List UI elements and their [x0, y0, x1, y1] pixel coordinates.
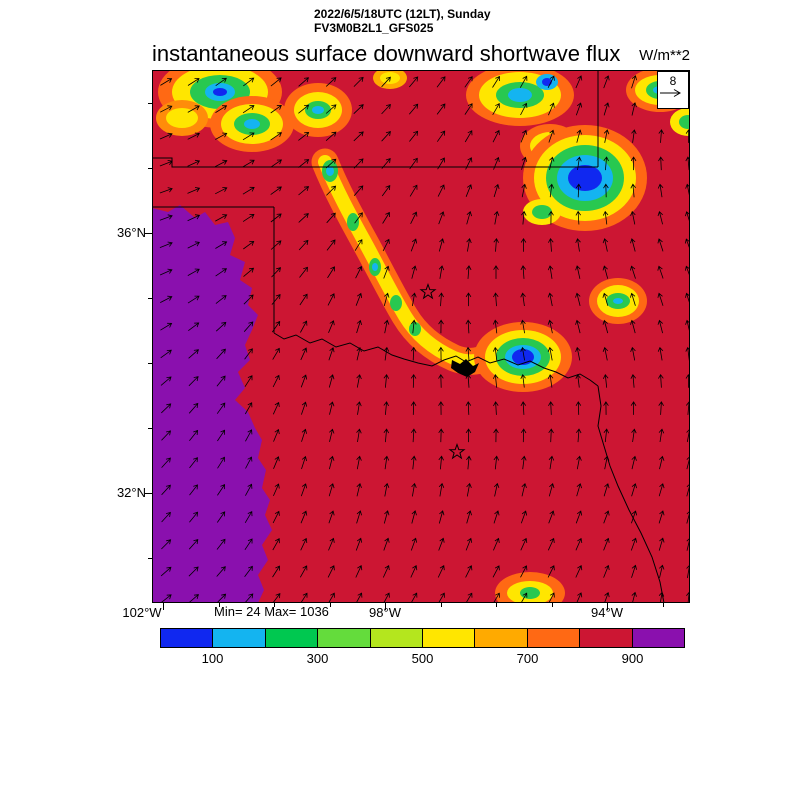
lake-marker [451, 359, 479, 377]
min-max-stats-label: Min= 24 Max= 1036 [214, 604, 329, 619]
longitude-tick-label: 98°W [369, 605, 401, 620]
cloud-flux-blob [613, 298, 623, 304]
colorbar-labels: 100 300 500 700 900 [160, 651, 685, 667]
colorbar-tick-label: 900 [621, 651, 644, 666]
state-border [152, 157, 598, 168]
axis-tick [148, 103, 152, 104]
cloud-flux-blob [568, 165, 602, 191]
colorbar [160, 628, 685, 648]
colorbar-tick-label: 700 [516, 651, 539, 666]
cloud-flux-blob [166, 108, 198, 128]
cloud-flux-blob [508, 88, 532, 102]
map-plot: 8 [152, 70, 690, 603]
colorbar-cell [213, 629, 266, 647]
colorbar-cell [527, 629, 581, 647]
axis-tick [148, 363, 152, 364]
latitude-tick-label: 32°N [116, 485, 146, 500]
cloud-flux-blob [390, 295, 402, 311]
longitude-tick-label: 94°W [591, 605, 623, 620]
axis-tick [218, 603, 220, 607]
state-border [597, 385, 665, 603]
model-name-label: FV3M0B2L1_GFS025 [314, 21, 434, 35]
axis-tick [148, 558, 152, 559]
reference-arrow-icon [660, 89, 681, 97]
cloud-flux-blob [520, 587, 540, 599]
wind-quiver-arrows [159, 75, 690, 603]
colorbar-cell [265, 629, 319, 647]
plot-title: instantaneous surface downward shortwave… [152, 41, 621, 66]
axis-tick [607, 603, 608, 607]
cloud-flux-blob [532, 205, 552, 219]
colorbar-cell [161, 629, 214, 647]
cloud-flux-blob [213, 88, 227, 96]
axis-tick [148, 168, 152, 169]
colorbar-cell [475, 629, 528, 647]
location-star-marker [448, 442, 466, 460]
axis-tick [385, 603, 386, 607]
colorbar-cell [632, 629, 685, 647]
plot-frame [152, 70, 690, 603]
cloud-flux-blob [326, 166, 334, 176]
reference-vector-box: 8 [657, 71, 689, 109]
colorbar-cell [580, 629, 633, 647]
cloud-flux-blob [409, 322, 421, 336]
cloud-flux-blob [679, 115, 690, 129]
plot-header: 2022/6/5/18UTC (12LT), Sunday FV3M0B2L1_… [314, 7, 491, 35]
colorbar-tick-label: 100 [201, 651, 224, 666]
axis-tick [496, 603, 497, 607]
colorbar-cell [423, 629, 476, 647]
cloud-flux-blob [372, 263, 378, 271]
high-flux-purple-region [152, 205, 272, 603]
colorbar-cell [370, 629, 424, 647]
axis-tick [662, 603, 664, 607]
axis-tick [148, 233, 152, 234]
longitude-tick-label: 102°W [122, 605, 162, 620]
colorbar-tick-label: 500 [411, 651, 434, 666]
state-border [273, 332, 599, 387]
cloud-flux-blob [244, 119, 260, 129]
map-canvas [152, 70, 690, 603]
cloud-flux-blob [312, 106, 324, 114]
reference-vector-value: 8 [669, 74, 677, 88]
axis-tick [329, 603, 331, 607]
latitude-tick-label: 36°N [116, 225, 146, 240]
colorbar-cell [318, 629, 371, 647]
axis-tick [148, 493, 152, 494]
datetime-label: 2022/6/5/18UTC (12LT), Sunday [314, 7, 491, 21]
location-star-marker [419, 282, 437, 300]
axis-tick [163, 603, 164, 607]
cloud-flux-blob [347, 213, 359, 231]
colorbar-tick-label: 300 [306, 651, 329, 666]
axis-tick [148, 428, 152, 429]
axis-tick [148, 298, 152, 299]
units-label: W/m**2 [639, 47, 690, 64]
axis-tick [551, 603, 553, 607]
axis-tick [440, 603, 442, 607]
cloud-flux-blob [542, 78, 552, 86]
axis-tick [274, 603, 275, 607]
